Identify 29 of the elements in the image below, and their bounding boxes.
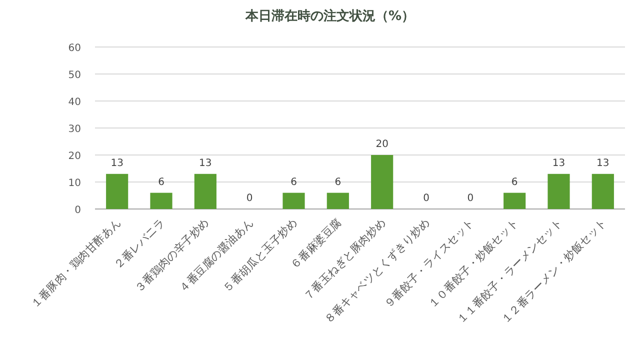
data-label: 13 xyxy=(199,158,212,169)
y-tick-label: 0 xyxy=(74,205,81,216)
bar xyxy=(106,174,128,209)
data-label: 6 xyxy=(511,176,518,188)
bar xyxy=(592,174,614,209)
data-label: 0 xyxy=(423,193,430,204)
bar xyxy=(504,192,526,209)
data-label: 0 xyxy=(246,193,253,204)
bar xyxy=(150,192,172,209)
bar xyxy=(371,155,394,209)
y-tick-label: 40 xyxy=(68,97,81,108)
y-tick-label: 60 xyxy=(68,43,81,54)
chart-title: 本日滞在時の注文状況（%） xyxy=(244,8,415,24)
bar xyxy=(326,192,349,209)
data-label: 13 xyxy=(552,158,566,169)
data-label: 6 xyxy=(158,176,164,188)
data-label: 20 xyxy=(376,139,388,150)
data-label: 6 xyxy=(334,176,342,188)
data-label: 0 xyxy=(467,193,474,204)
y-tick-label: 30 xyxy=(68,124,81,135)
bar xyxy=(548,174,570,209)
bar xyxy=(282,192,305,209)
y-tick-label: 20 xyxy=(68,151,81,162)
y-tick-label: 10 xyxy=(68,178,81,189)
bar xyxy=(194,174,216,209)
data-label: 13 xyxy=(110,158,124,169)
y-tick-label: 50 xyxy=(68,70,81,81)
data-label: 6 xyxy=(290,176,297,188)
data-label: 13 xyxy=(596,158,610,169)
